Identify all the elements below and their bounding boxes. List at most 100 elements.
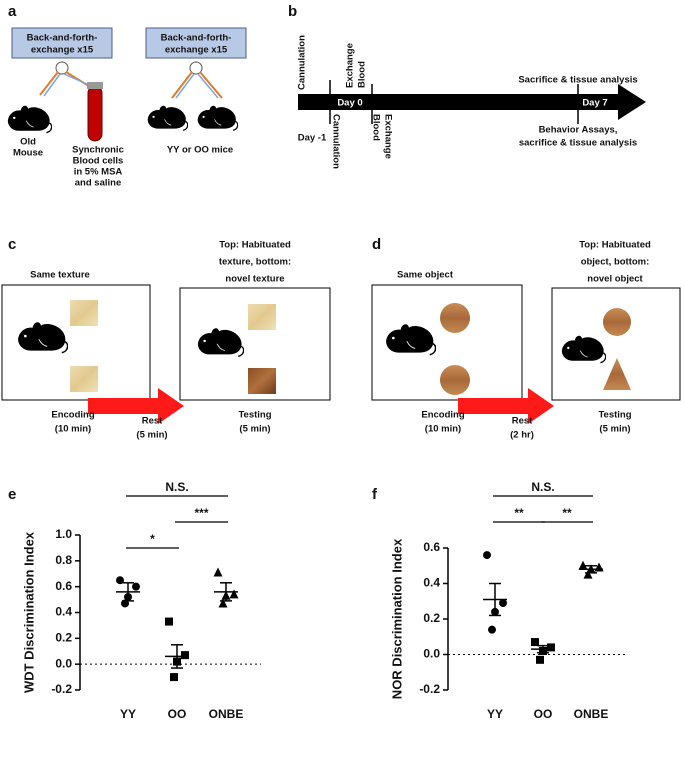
panel-label: e (8, 486, 16, 503)
data-point (483, 551, 491, 560)
caption: Top: Habituated (579, 240, 651, 251)
caption: Old (20, 137, 36, 148)
tube (171, 71, 223, 99)
pump (55, 61, 69, 75)
object (440, 303, 470, 333)
x-tick-label: OO (534, 707, 553, 721)
y-tick-label: 0.4 (55, 605, 72, 619)
caption: Mouse (13, 148, 43, 159)
significance-label: N.S. (165, 480, 188, 494)
x-tick-label: YY (120, 707, 136, 721)
mouse-icon (197, 105, 238, 131)
caption: texture, bottom: (219, 257, 291, 268)
x-tick-label: ONBE (209, 707, 244, 721)
arrow (458, 398, 530, 414)
data-point (213, 567, 223, 577)
data-point (488, 625, 496, 634)
day-label: Day 0 (337, 98, 362, 109)
data-point (170, 673, 178, 682)
panel-c: c Same texture Top: Habituated texture, … (1, 236, 331, 441)
event: Behavior Assays, (539, 125, 618, 136)
texture (248, 304, 276, 330)
panel-label: b (288, 3, 297, 20)
mouse-icon (7, 105, 52, 134)
tube-cap (87, 82, 103, 89)
data-point (229, 589, 239, 599)
texture (70, 366, 98, 392)
y-tick-label: 0.8 (55, 553, 72, 567)
event: Cannulation (297, 35, 308, 90)
caption: novel object (587, 274, 643, 285)
novel-texture (248, 368, 276, 394)
y-tick-label: 0.0 (423, 647, 440, 661)
data-point (165, 617, 173, 626)
tube (175, 73, 219, 99)
arrow-head (158, 388, 184, 424)
caption: Encoding (421, 410, 464, 421)
caption: and saline (75, 178, 121, 189)
caption: (5 min) (239, 424, 270, 435)
arrow (88, 398, 160, 414)
caption: Blood cells (73, 156, 124, 167)
exchange-box (11, 27, 113, 59)
significance-label: ** (562, 506, 572, 520)
significance-label: * (150, 532, 155, 546)
caption: object, bottom: (581, 257, 650, 268)
object (440, 365, 470, 395)
pump (189, 61, 203, 75)
data-point (181, 651, 189, 660)
chart: e WDT Discrimination Index -0.2 0.0 0.2 0.4 0.… (8, 480, 261, 721)
box-text: exchange x15 (165, 45, 228, 56)
caption: Synchronic (72, 145, 124, 156)
caption: YY or OO mice (167, 145, 233, 156)
x-tick-label: ONBE (574, 707, 609, 721)
y-tick-label: 0.6 (55, 579, 72, 593)
caption: (10 min) (55, 424, 91, 435)
caption: (2 hr) (510, 430, 534, 441)
y-tick-label: 0.4 (423, 576, 440, 590)
mouse-icon (147, 105, 188, 131)
timeline (298, 94, 620, 110)
day-label: Day -1 (298, 133, 327, 144)
panel-b: b Day -1 Day 0 Day 7 Cannulation Exchang… (288, 3, 646, 169)
caption: Testing (238, 410, 271, 421)
chart: f NOR Discrimination Index -0.2 0.0 0.2 0.4 0.… (372, 480, 626, 721)
caption: (10 min) (425, 424, 461, 435)
y-tick-label: -0.2 (51, 682, 72, 696)
novel-object (603, 358, 631, 390)
blood-tube (87, 85, 103, 142)
y-axis-label: WDT Discrimination Index (21, 531, 36, 693)
caption: (5 min) (599, 424, 630, 435)
y-tick-label: 0.2 (55, 631, 72, 645)
event: sacrifice & tissue analysis (519, 138, 637, 149)
panel-label: d (372, 236, 381, 253)
event: Blood (370, 114, 381, 141)
significance-label: *** (194, 506, 208, 520)
caption: Same object (397, 270, 454, 281)
panel-a: a Back-and-forth- exchange x15 Old Mouse… (7, 3, 247, 189)
caption: Testing (598, 410, 631, 421)
data-point (218, 598, 228, 608)
panel-label: f (372, 486, 378, 503)
x-tick-label: OO (168, 707, 187, 721)
texture (70, 300, 98, 326)
caption: Rest (142, 416, 163, 427)
data-point (132, 582, 140, 591)
day-label: Day 7 (582, 98, 607, 109)
caption: novel texture (225, 274, 284, 285)
y-tick-label: 0.2 (423, 611, 440, 625)
y-axis-label: NOR Discrimination Index (389, 538, 404, 699)
exchange-box (145, 27, 247, 59)
caption: Same texture (30, 270, 90, 281)
data-point (499, 599, 507, 608)
x-tick-label: YY (487, 707, 503, 721)
panel-label: c (8, 236, 16, 253)
caption: Encoding (51, 410, 94, 421)
caption: (5 min) (136, 430, 167, 441)
box-text: exchange x15 (31, 45, 94, 56)
caption: in 5% MSA (74, 167, 123, 178)
y-tick-label: 0.6 (423, 540, 440, 554)
y-tick-label: 1.0 (55, 527, 72, 541)
significance-label: ** (514, 506, 524, 520)
data-point (547, 643, 555, 652)
